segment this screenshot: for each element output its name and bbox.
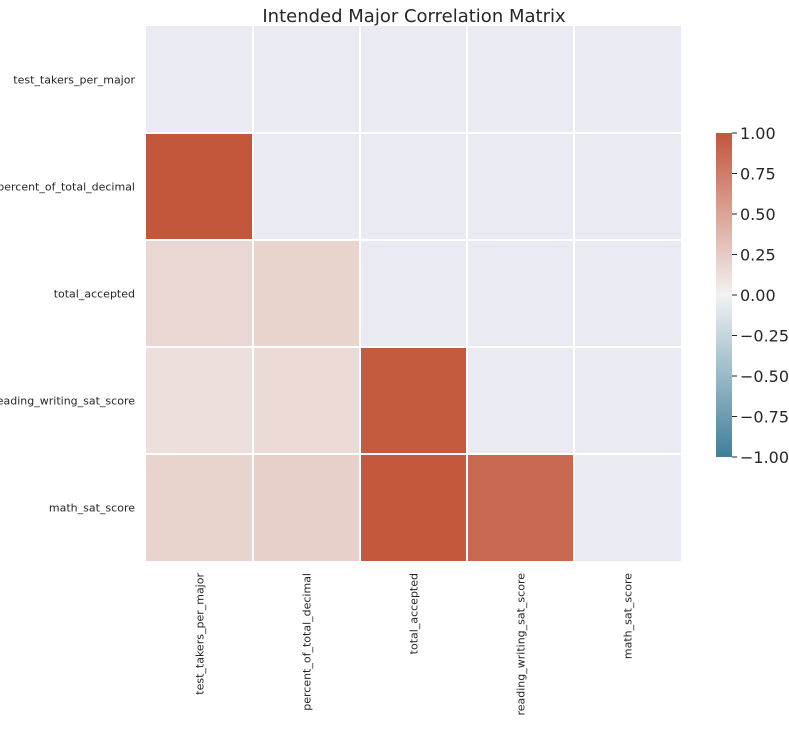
colorbar-tick-label: −0.75 <box>740 408 789 427</box>
colorbar-tick-label: 0.00 <box>740 286 776 305</box>
heatmap-cells <box>146 26 681 561</box>
x-tick-label: math_sat_score <box>622 573 635 659</box>
x-tick-label: percent_of_total_decimal <box>301 573 314 711</box>
colorbar-gradient <box>716 133 732 457</box>
y-tick-label: reading_writing_sat_score <box>0 395 135 408</box>
colorbar: 1.00 0.75 0.50 0.25 0.00 −0.25 −0.50 −0.75 −1.00 <box>716 124 789 467</box>
colorbar-tick-label: −0.25 <box>740 327 789 346</box>
colorbar-tick-label: −1.00 <box>740 448 789 467</box>
heatmap-cell <box>146 240 253 347</box>
x-axis-labels: test_takers_per_major percent_of_total_de… <box>194 573 635 716</box>
y-tick-label: math_sat_score <box>49 502 135 515</box>
y-axis-labels: test_takers_per_major percent_of_total_de… <box>0 74 135 515</box>
heatmap-cell <box>146 454 253 561</box>
colorbar-tick-label: 0.75 <box>740 165 776 184</box>
heatmap-cell <box>467 454 574 561</box>
colorbar-tick-label: −0.50 <box>740 367 789 386</box>
x-tick-label: total_accepted <box>408 573 421 654</box>
x-tick-label: test_takers_per_major <box>194 573 207 695</box>
heatmap-cell <box>253 240 360 347</box>
colorbar-tick-label: 0.50 <box>740 205 776 224</box>
colorbar-tick-label: 1.00 <box>740 124 776 143</box>
heatmap-cell <box>360 347 467 454</box>
y-tick-label: test_takers_per_major <box>13 74 135 87</box>
heatmap-cell <box>360 454 467 561</box>
heatmap-cell <box>146 133 253 240</box>
heatmap-cell <box>253 347 360 454</box>
y-tick-label: percent_of_total_decimal <box>0 181 135 194</box>
x-tick-label: reading_writing_sat_score <box>515 573 528 716</box>
colorbar-tick-label: 0.25 <box>740 246 776 265</box>
chart-title: Intended Major Correlation Matrix <box>262 6 566 27</box>
heatmap-cell <box>253 454 360 561</box>
y-tick-label: total_accepted <box>54 288 135 301</box>
heatmap-cell <box>146 347 253 454</box>
